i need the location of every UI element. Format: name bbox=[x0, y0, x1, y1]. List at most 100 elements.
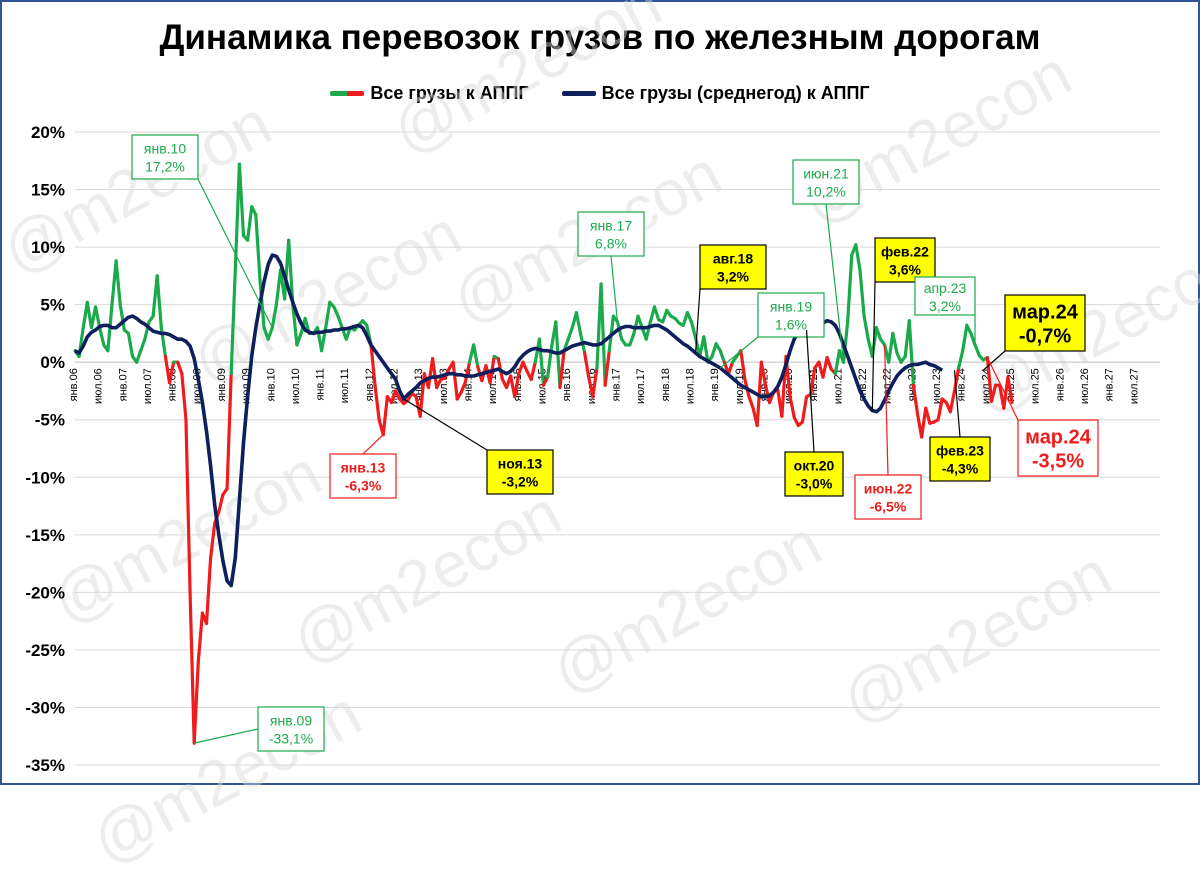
callout-label: июн.21 bbox=[803, 165, 849, 181]
series-monthly-segment bbox=[198, 613, 202, 661]
callout-leader bbox=[404, 399, 487, 450]
y-tick-label: 10% bbox=[31, 238, 65, 257]
series-monthly-segment bbox=[248, 207, 252, 240]
callout-leader bbox=[720, 337, 758, 368]
callout-value: -33,1% bbox=[269, 730, 313, 746]
x-tick-label: янв.19 bbox=[709, 368, 721, 401]
series-monthly-segment bbox=[926, 408, 930, 423]
chart-callouts: янв.1017,2%янв.09-33,1%янв.13-6,3%ноя.13… bbox=[132, 135, 1098, 751]
x-tick-label: янв.26 bbox=[1054, 368, 1066, 401]
series-monthly-segment bbox=[856, 245, 860, 270]
series-monthly-segment bbox=[157, 276, 161, 328]
x-tick-label: янв.06 bbox=[68, 368, 80, 401]
x-tick-label: янв.09 bbox=[216, 368, 228, 401]
series-monthly-segment bbox=[231, 270, 235, 374]
series-monthly-segment bbox=[576, 313, 580, 334]
callout-label: мар.24 bbox=[1012, 302, 1079, 324]
callout-label: ноя.13 bbox=[498, 455, 543, 471]
series-monthly-segment bbox=[654, 307, 658, 320]
y-tick-label: -30% bbox=[25, 698, 65, 717]
x-tick-label: июл.27 bbox=[1128, 368, 1140, 404]
series-monthly-segment bbox=[326, 302, 330, 327]
callout-label: апр.23 bbox=[924, 280, 967, 296]
callout-leader bbox=[363, 435, 383, 454]
series-monthly-segment bbox=[100, 328, 104, 345]
x-tick-label: янв.10 bbox=[265, 368, 277, 401]
series-monthly-segment bbox=[211, 523, 215, 558]
series-monthly-segment bbox=[186, 420, 190, 593]
series-monthly-segment bbox=[975, 345, 979, 355]
series-monthly-segment bbox=[453, 362, 457, 399]
y-tick-label: -5% bbox=[35, 411, 65, 430]
y-tick-label: -25% bbox=[25, 641, 65, 660]
series-monthly-segment bbox=[827, 358, 831, 370]
callout-value: -3,5% bbox=[1032, 451, 1084, 473]
x-tick-label: янв.11 bbox=[315, 368, 327, 400]
callout-label: янв.19 bbox=[770, 298, 812, 314]
series-monthly-segment bbox=[116, 261, 120, 305]
y-tick-label: 0% bbox=[40, 353, 65, 372]
callout-value: 6,8% bbox=[595, 235, 627, 251]
callout-value: 17,2% bbox=[145, 158, 185, 174]
series-monthly-segment bbox=[950, 391, 954, 412]
y-tick-label: -20% bbox=[25, 583, 65, 602]
callout-label: окт.20 bbox=[794, 457, 835, 473]
series-monthly-segment bbox=[893, 333, 897, 353]
series-monthly-segment bbox=[963, 325, 967, 350]
x-tick-label: июл.06 bbox=[93, 368, 105, 404]
series-monthly-segment bbox=[474, 345, 478, 367]
x-tick-label: июл.11 bbox=[339, 368, 351, 403]
series-monthly-segment bbox=[959, 351, 963, 368]
series-monthly-segment bbox=[272, 305, 276, 328]
x-tick-label: июл.18 bbox=[684, 368, 696, 404]
callout-value: 3,2% bbox=[717, 268, 749, 284]
series-monthly-segment bbox=[256, 215, 260, 279]
chart-canvas: 20%15%10%5%0%-5%-10%-15%-20%-25%-30%-35%… bbox=[0, 0, 1200, 785]
x-tick-label: июл.17 bbox=[635, 368, 647, 404]
callout-value: 3,2% bbox=[929, 298, 961, 314]
x-tick-label: июл.25 bbox=[1030, 368, 1042, 404]
series-monthly-segment bbox=[268, 328, 272, 340]
series-monthly-segment bbox=[239, 164, 243, 235]
callout-value: -6,5% bbox=[870, 498, 907, 514]
series-monthly-segment bbox=[720, 351, 724, 363]
callout-leader bbox=[826, 204, 844, 362]
series-monthly-segment bbox=[531, 362, 535, 379]
y-tick-label: -15% bbox=[25, 526, 65, 545]
callout-value: 1,6% bbox=[775, 316, 807, 332]
x-tick-label: янв.17 bbox=[611, 368, 623, 401]
series-monthly-segment bbox=[749, 397, 753, 409]
series-monthly-segment bbox=[646, 322, 650, 339]
series-monthly-segment bbox=[864, 316, 868, 339]
callout-label: янв.17 bbox=[590, 217, 632, 233]
callout-label: фев.22 bbox=[881, 243, 929, 259]
series-monthly-segment bbox=[860, 270, 864, 316]
callout-value: 3,6% bbox=[889, 261, 921, 277]
callout-label: янв.13 bbox=[341, 459, 386, 475]
series-monthly-segment bbox=[219, 495, 223, 512]
y-axis-ticks: 20%15%10%5%0%-5%-10%-15%-20%-25%-30%-35% bbox=[25, 123, 65, 775]
series-monthly-segment bbox=[207, 558, 211, 624]
series-monthly-segment bbox=[375, 385, 379, 420]
callout-value: -0,7% bbox=[1019, 326, 1071, 348]
series-monthly-segment bbox=[691, 322, 695, 338]
callout-label: июн.22 bbox=[864, 480, 913, 496]
x-tick-label: июл.07 bbox=[142, 368, 154, 404]
y-tick-label: -35% bbox=[25, 756, 65, 775]
y-tick-label: -10% bbox=[25, 468, 65, 487]
x-tick-label: июл.10 bbox=[290, 368, 302, 404]
series-monthly-segment bbox=[141, 339, 145, 351]
x-tick-label: янв.18 bbox=[660, 368, 672, 401]
callout-value: -3,2% bbox=[502, 473, 539, 489]
series-monthly-segment bbox=[802, 397, 806, 422]
series-monthly-segment bbox=[601, 284, 605, 385]
series-monthly-segment bbox=[137, 351, 141, 363]
x-tick-label: июл.26 bbox=[1079, 368, 1091, 404]
callout-leader bbox=[885, 345, 888, 475]
series-monthly-segment bbox=[96, 307, 100, 328]
callout-value: -4,3% bbox=[942, 460, 979, 476]
callout-leader bbox=[194, 729, 258, 743]
callout-leader bbox=[611, 256, 618, 322]
series-monthly-segment bbox=[194, 661, 198, 743]
callout-value: -3,0% bbox=[796, 475, 833, 491]
